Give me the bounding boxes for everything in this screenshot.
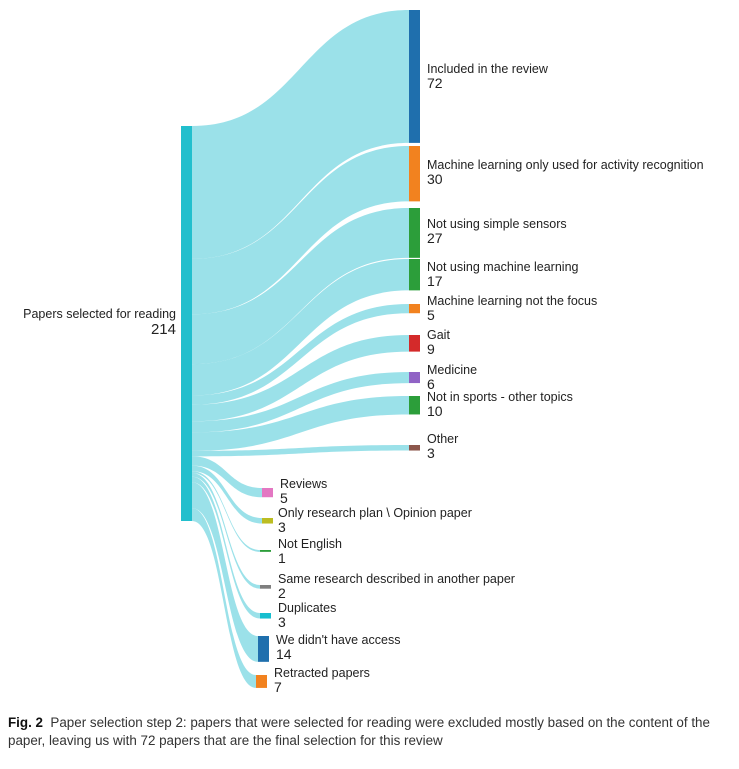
node-no-access (258, 636, 269, 662)
node-gait (409, 335, 420, 352)
value-gait: 9 (427, 341, 435, 357)
figure-caption: Fig. 2 Paper selection step 2: papers th… (8, 714, 733, 750)
label-other-topics: Not in sports - other topics (427, 390, 573, 404)
label-retracted: Retracted papers (274, 666, 370, 680)
value-other-topics: 10 (427, 403, 443, 419)
label-simple-sensors: Not using simple sensors (427, 217, 567, 231)
source-node-papers-selected (181, 126, 192, 521)
value-no-access: 14 (276, 646, 292, 662)
link-research-plan (192, 465, 262, 524)
node-other-topics (409, 396, 420, 415)
label-same-research: Same research described in another paper (278, 572, 515, 586)
label-ml-not-focus: Machine learning not the focus (427, 294, 597, 308)
value-retracted: 7 (274, 679, 282, 695)
sankey-links (192, 10, 409, 688)
value-included: 72 (427, 75, 443, 91)
source-node-label: Papers selected for reading (23, 307, 176, 321)
node-included (409, 10, 420, 143)
label-research-plan: Only research plan \ Opinion paper (278, 506, 472, 520)
label-ml-activity: Machine learning only used for activity … (427, 158, 704, 172)
label-duplicates: Duplicates (278, 601, 336, 615)
sankey-target-nodes (256, 10, 420, 688)
link-ml-activity (192, 146, 409, 315)
label-medicine: Medicine (427, 363, 477, 377)
figure-caption-text: Paper selection step 2: papers that were… (8, 715, 710, 748)
node-simple-sensors (409, 208, 420, 258)
label-no-access: We didn't have access (276, 633, 400, 647)
link-ml-not-focus (192, 304, 409, 405)
value-research-plan: 3 (278, 519, 286, 535)
label-included: Included in the review (427, 62, 549, 76)
node-not-english (260, 550, 271, 552)
value-duplicates: 3 (278, 614, 286, 630)
node-reviews (262, 488, 273, 498)
label-other: Other (427, 432, 458, 446)
link-simple-sensors (192, 208, 409, 365)
link-not-ml (192, 259, 409, 396)
figure-caption-label: Fig. 2 (8, 715, 43, 730)
node-ml-activity (409, 146, 420, 202)
node-not-ml (409, 259, 420, 291)
value-ml-activity: 30 (427, 171, 443, 187)
value-simple-sensors: 27 (427, 230, 443, 246)
link-same-research (192, 473, 260, 589)
source-node-value: 214 (151, 321, 176, 338)
value-medicine: 6 (427, 376, 435, 392)
link-duplicates (192, 476, 260, 619)
label-not-ml: Not using machine learning (427, 260, 579, 274)
link-included (192, 10, 409, 259)
node-medicine (409, 372, 420, 384)
link-other-topics (192, 396, 409, 451)
link-other (192, 445, 409, 457)
link-no-access (192, 482, 258, 662)
value-other: 3 (427, 445, 435, 461)
link-retracted (192, 508, 256, 688)
node-ml-not-focus (409, 304, 420, 314)
value-same-research: 2 (278, 585, 286, 601)
label-not-english: Not English (278, 537, 342, 551)
link-gait (192, 335, 409, 422)
label-gait: Gait (427, 328, 450, 342)
value-not-english: 1 (278, 550, 286, 566)
link-reviews (192, 456, 262, 498)
label-reviews: Reviews (280, 477, 327, 491)
value-not-ml: 17 (427, 273, 443, 289)
node-other (409, 445, 420, 451)
node-duplicates (260, 613, 271, 619)
value-reviews: 5 (280, 490, 288, 506)
link-not-english (192, 471, 260, 552)
node-research-plan (262, 518, 273, 524)
link-medicine (192, 372, 409, 433)
node-same-research (260, 585, 271, 589)
node-retracted (256, 675, 267, 688)
value-ml-not-focus: 5 (427, 307, 435, 323)
